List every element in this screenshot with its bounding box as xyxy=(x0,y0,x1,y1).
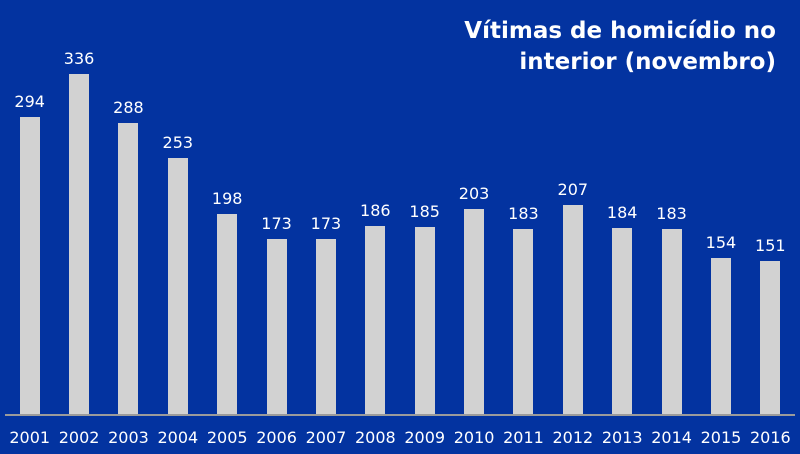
bar-column-2007: 173 xyxy=(301,214,350,414)
bar-2015 xyxy=(710,258,731,414)
bar-column-2009: 185 xyxy=(400,202,449,414)
x-tick-2003: 2003 xyxy=(108,428,149,447)
x-tick-2005: 2005 xyxy=(206,428,248,447)
value-label-2003: 288 xyxy=(113,97,144,117)
x-tick-2016: 2016 xyxy=(749,428,791,447)
chart-title: Vítimas de homicídio no interior (novemb… xyxy=(464,16,776,78)
bar-2014 xyxy=(661,228,682,414)
bar-2016 xyxy=(760,261,781,414)
value-label-2014: 183 xyxy=(656,203,687,223)
value-label-2016: 151 xyxy=(755,236,786,256)
bar-column-2011: 183 xyxy=(499,204,548,414)
value-label-2005: 198 xyxy=(211,188,243,208)
x-tick-2014: 2014 xyxy=(651,428,692,447)
value-label-2012: 207 xyxy=(557,179,589,199)
bar-column-2008: 186 xyxy=(351,201,400,414)
value-label-2002: 336 xyxy=(63,49,95,68)
bar-column-2005: 198 xyxy=(203,189,252,414)
bar-column-2014: 183 xyxy=(647,204,696,414)
bar-column-2001: 294 xyxy=(5,91,54,414)
x-tick-2008: 2008 xyxy=(354,428,396,447)
x-tick-2011: 2011 xyxy=(503,428,544,447)
value-label-2001: 294 xyxy=(14,91,45,111)
x-tick-2002: 2002 xyxy=(58,428,100,447)
bar-column-2004: 253 xyxy=(153,133,202,414)
value-label-2008: 186 xyxy=(360,200,391,220)
value-label-2010: 203 xyxy=(458,183,490,203)
bar-2008 xyxy=(365,225,386,414)
bar-column-2012: 207 xyxy=(548,179,597,414)
bar-2007 xyxy=(315,238,336,414)
bar-2011 xyxy=(513,228,534,414)
value-label-2007: 173 xyxy=(310,213,342,233)
value-label-2006: 173 xyxy=(261,213,292,233)
value-label-2011: 183 xyxy=(508,203,539,223)
x-tick-2004: 2004 xyxy=(157,428,199,447)
chart-title-line1: Vítimas de homicídio no xyxy=(464,18,776,44)
value-label-2009: 185 xyxy=(409,201,440,221)
bar-column-2013: 184 xyxy=(598,203,647,414)
bar-column-2016: 151 xyxy=(746,236,795,414)
x-tick-2006: 2006 xyxy=(256,428,297,447)
bar-2010 xyxy=(464,208,485,414)
x-tick-2012: 2012 xyxy=(552,428,594,447)
bar-2012 xyxy=(562,204,583,414)
x-tick-2013: 2013 xyxy=(601,428,643,447)
bar-column-2010: 203 xyxy=(449,184,498,414)
bar-2002 xyxy=(69,74,90,414)
x-tick-2010: 2010 xyxy=(453,428,495,447)
value-label-2015: 154 xyxy=(705,233,737,253)
bar-2004 xyxy=(167,158,188,414)
bar-2006 xyxy=(266,238,287,414)
bar-2001 xyxy=(19,116,40,414)
x-tick-2001: 2001 xyxy=(9,428,51,447)
plot-area: 294 336 288 253 198 173 173 186 185 203 183 207 184 1… xyxy=(5,0,795,416)
x-tick-2009: 2009 xyxy=(404,428,446,447)
value-label-2004: 253 xyxy=(162,133,194,152)
chart-title-line2: interior (novembro) xyxy=(519,49,776,76)
value-label-2013: 184 xyxy=(606,202,638,222)
bar-column-2006: 173 xyxy=(252,214,301,414)
x-tick-2015: 2015 xyxy=(700,428,742,447)
bar-2013 xyxy=(612,227,633,414)
bar-column-2003: 288 xyxy=(104,98,153,414)
bar-column-2002: 336 xyxy=(54,49,103,414)
bar-2009 xyxy=(414,226,435,414)
x-tick-2007: 2007 xyxy=(305,428,347,447)
x-axis: 2001 2002 2003 2004 2005 2006 2007 2008 2009 2010… xyxy=(5,428,795,447)
bar-2003 xyxy=(118,122,139,414)
bar-2005 xyxy=(217,213,238,414)
bar-column-2015: 154 xyxy=(696,233,745,414)
